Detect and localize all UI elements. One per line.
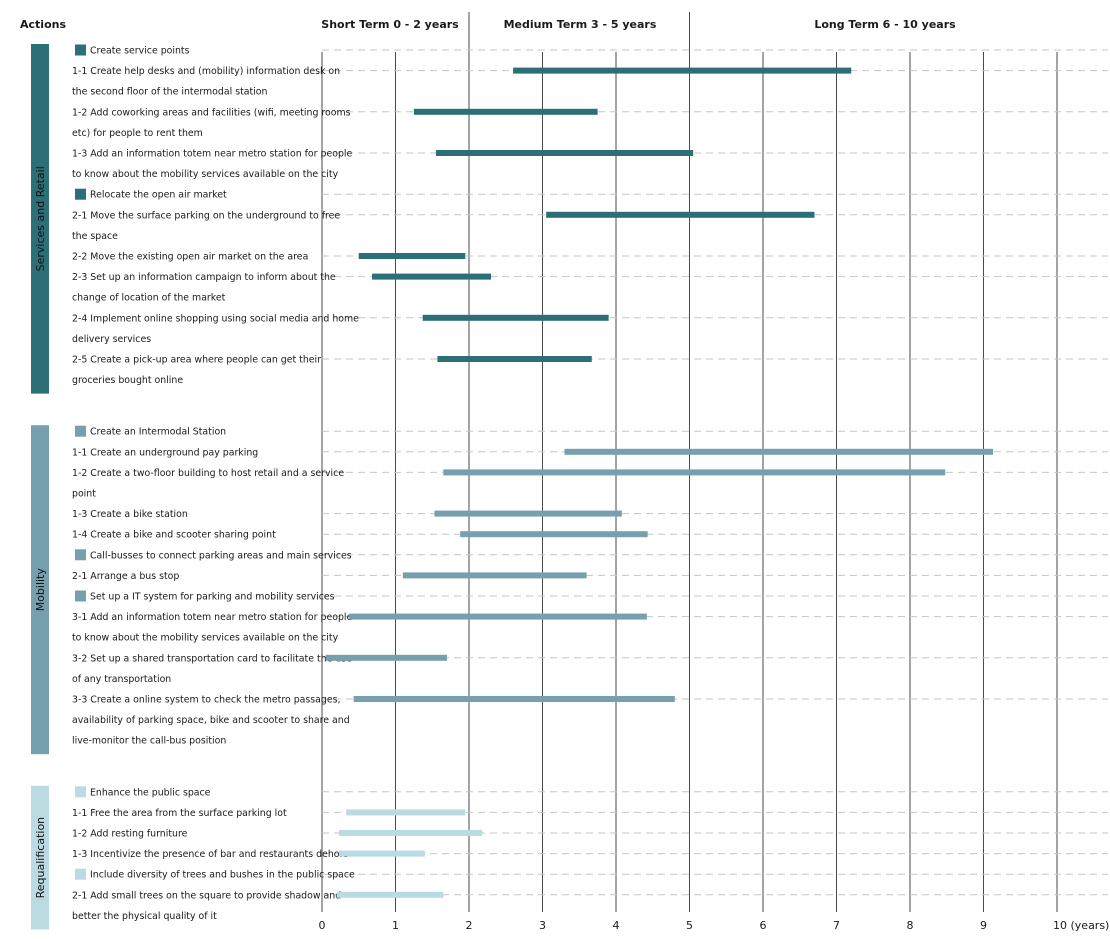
timeline-bar [413, 108, 598, 115]
timeline-bar [443, 469, 946, 476]
group-swatch [75, 549, 86, 561]
x-tick-label: 0 [319, 919, 326, 932]
group-band [31, 44, 49, 394]
action-label: 2-2 Move the existing open air market on… [72, 252, 308, 263]
timeline-bar [434, 510, 622, 517]
action-group-title: Create an Intermodal Station [90, 427, 226, 438]
action-label: of any transportation [72, 674, 171, 685]
action-label: availability of parking space, bike and … [72, 715, 350, 726]
action-label: 2-4 Implement online shopping using soci… [72, 313, 359, 324]
action-label: 1-3 Incentivize the presence of bar and … [72, 849, 348, 860]
group-label: Services and Retail [34, 166, 47, 271]
action-group-title: Call-busses to connect parking areas and… [90, 550, 352, 561]
bar-layer [325, 67, 994, 898]
x-tick-label: 4 [613, 919, 620, 932]
action-label: etc) for people to rent them [72, 128, 203, 139]
action-label: 1-4 Create a bike and scooter sharing po… [72, 530, 276, 541]
actions-header: Actions [20, 18, 66, 31]
short-term-header: Short Term 0 - 2 years [321, 18, 459, 31]
action-label: 3-2 Set up a shared transportation card … [72, 653, 352, 664]
timeline-bar [349, 613, 647, 620]
timeline-bar [338, 830, 483, 836]
action-label: 2-5 Create a pick-up area where people c… [72, 355, 321, 366]
timeline-bar [460, 531, 648, 538]
action-label: 1-3 Create a bike station [72, 509, 188, 520]
timeline-bar [358, 253, 466, 259]
action-label: delivery services [72, 334, 151, 345]
action-label: 2-1 Move the surface parking on the unde… [72, 210, 340, 221]
x-tick-label: 2 [466, 919, 473, 932]
group-band-layer: Services and Retail Mobility Requalificati… [31, 44, 49, 930]
x-tick-label: 10 (years) [1053, 919, 1109, 932]
group-swatch [75, 786, 86, 798]
group-label: Requalification [34, 817, 47, 899]
action-label: 1-1 Free the area from the surface parki… [72, 808, 287, 819]
action-label: 1-1 Create help desks and (mobility) inf… [72, 66, 340, 77]
timeline-bar [435, 150, 694, 156]
action-label: 2-3 Set up an information campaign to in… [72, 272, 336, 283]
timeline-bar [437, 356, 592, 362]
timeline-bar [422, 314, 609, 321]
group-swatch [75, 868, 86, 880]
action-label: the second floor of the intermodal stati… [72, 87, 268, 98]
action-label: 1-1 Create an underground pay parking [72, 447, 258, 458]
x-tick-label: 5 [686, 919, 693, 932]
action-label: to know about the mobility services avai… [72, 633, 339, 644]
timeline-bar [353, 696, 675, 702]
timeline-bar [513, 67, 852, 74]
group-band [31, 425, 49, 755]
long-term-header: Long Term 6 - 10 years [814, 18, 956, 31]
action-label: 3-3 Create a online system to check the … [72, 695, 341, 706]
action-label: 1-2 Add resting furniture [72, 829, 188, 840]
timeline-bar [564, 448, 994, 455]
grid-layer [321, 12, 1058, 912]
x-axis-ticks: 0 1 2 3 4 5 6 7 8 9 10 (years) [319, 919, 1110, 932]
action-label: groceries bought online [72, 375, 183, 386]
action-label: 1-2 Add coworking areas and facilities (… [72, 107, 351, 118]
timeline-bar [346, 809, 466, 816]
action-group-title: Relocate the open air market [90, 190, 227, 201]
x-tick-label: 3 [539, 919, 546, 932]
action-label: the space [72, 231, 118, 242]
group-swatch [75, 44, 86, 56]
group-swatch [75, 188, 86, 200]
timeline-bar [338, 850, 425, 857]
timeline-bar [371, 273, 492, 280]
action-label: live-monitor the call-bus position [72, 736, 226, 747]
row-dash-layer [322, 49, 1108, 896]
action-label: change of location of the market [72, 293, 226, 304]
action-group-title: Set up a IT system for parking and mobil… [90, 592, 335, 603]
group-swatch [75, 590, 86, 602]
x-tick-label: 6 [760, 919, 767, 932]
group-swatch [75, 425, 86, 437]
action-label: 2-1 Add small trees on the square to pro… [72, 890, 341, 901]
action-group-title: Include diversity of trees and bushes in… [90, 870, 355, 881]
action-label: to know about the mobility services avai… [72, 169, 339, 180]
timeline-bar [336, 891, 444, 898]
medium-term-header: Medium Term 3 - 5 years [504, 18, 657, 31]
timeline-bar [325, 654, 447, 661]
action-label: point [72, 489, 96, 500]
x-tick-label: 9 [980, 919, 987, 932]
action-label-layer: Create service points 1-1 Create help des… [72, 44, 359, 922]
x-tick-label: 7 [833, 919, 840, 932]
timeline-bar [402, 572, 587, 579]
action-label: 1-2 Create a two-floor building to host … [72, 468, 344, 479]
action-group-title: Enhance the public space [90, 787, 211, 798]
action-label: 1-3 Add an information totem near metro … [72, 149, 352, 160]
action-label: 3-1 Add an information totem near metro … [72, 612, 352, 623]
action-label: 2-1 Arrange a bus stop [72, 571, 179, 582]
x-tick-label: 1 [392, 919, 399, 932]
action-label: better the physical quality of it [72, 911, 217, 922]
timeline-bar [546, 211, 815, 218]
group-label: Mobility [34, 568, 47, 612]
action-group-title: Create service points [90, 46, 190, 57]
x-tick-label: 8 [907, 919, 914, 932]
group-band [31, 785, 49, 930]
